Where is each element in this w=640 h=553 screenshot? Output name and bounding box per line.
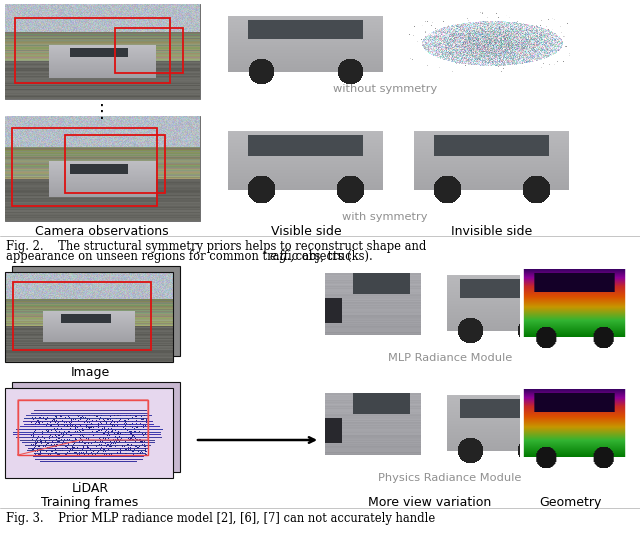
Text: Geometry: Geometry	[539, 496, 601, 509]
Bar	[12, 266, 180, 356]
Bar	[18, 400, 148, 455]
Bar	[65, 135, 165, 193]
Text: e.g.,: e.g.,	[269, 250, 294, 263]
Text: cars, trucks).: cars, trucks).	[292, 250, 373, 263]
Text: Training frames: Training frames	[42, 496, 139, 509]
Text: ⋮: ⋮	[93, 103, 111, 121]
Bar	[12, 128, 157, 206]
Text: Camera observations: Camera observations	[35, 225, 169, 238]
Text: LiDAR: LiDAR	[72, 482, 109, 495]
Text: Invisible side: Invisible side	[451, 225, 532, 238]
Text: Visible side: Visible side	[271, 225, 341, 238]
Text: appearance on unseen regions for common traffic objects (: appearance on unseen regions for common …	[6, 250, 351, 263]
Text: Image: Image	[70, 366, 109, 379]
Bar	[5, 272, 173, 362]
Text: Fig. 2.    The structural symmetry priors helps to reconstruct shape and: Fig. 2. The structural symmetry priors h…	[6, 240, 426, 253]
Text: without symmetry: without symmetry	[333, 84, 437, 94]
Bar	[15, 18, 170, 83]
Text: Fig. 3.    Prior MLP radiance model [2], [6], [7] can not accurately handle: Fig. 3. Prior MLP radiance model [2], [6…	[6, 512, 435, 525]
Bar	[12, 382, 180, 472]
Bar	[5, 116, 200, 221]
Text: More view variation: More view variation	[369, 496, 492, 509]
Text: MLP Radiance Module: MLP Radiance Module	[388, 353, 512, 363]
Bar	[115, 28, 183, 73]
Bar	[5, 4, 200, 99]
Bar	[13, 282, 151, 350]
Text: Physics Radiance Module: Physics Radiance Module	[378, 473, 522, 483]
Text: with symmetry: with symmetry	[342, 212, 428, 222]
Bar	[5, 388, 173, 478]
